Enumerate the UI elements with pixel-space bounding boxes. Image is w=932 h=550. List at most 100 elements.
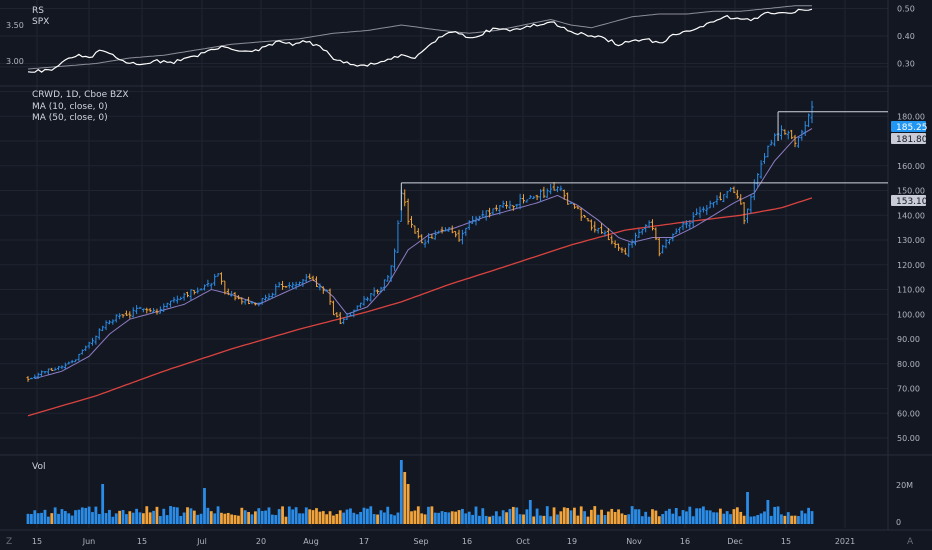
price-bar [199,288,203,291]
volume-bar [562,507,566,524]
volume-bar [576,515,580,524]
volume-bar [80,507,84,524]
timezone-icon[interactable]: Z [6,537,12,547]
ma50-legend[interactable]: MA (50, close, 0) [32,113,108,123]
price-bar [807,113,811,128]
price-bar [57,366,61,371]
price-bar [87,341,91,349]
price-bar [369,292,373,302]
rs-pane[interactable] [27,5,813,73]
price-bar [630,239,634,248]
price-bar [647,220,651,228]
price-bar [691,212,695,227]
ma10-legend[interactable]: MA (10, close, 0) [32,102,108,112]
price-bar [623,247,627,255]
volume-bar [457,510,461,524]
price-bar [467,220,471,230]
price-bar [528,194,532,199]
volume-bar [596,514,600,524]
volume-bar [661,514,665,524]
volume-bar [810,511,814,524]
price-bar [94,335,98,345]
price-bar [664,238,668,249]
price-bar [735,189,739,199]
price-bar [243,299,247,305]
ma10-line [34,128,813,380]
volume-bar [759,513,763,524]
price-bar [762,153,766,164]
volume-bar [355,514,359,524]
price-bar [250,300,254,305]
volume-bar [793,515,797,524]
price-bar [555,186,559,193]
volume-pane[interactable] [26,460,814,524]
price-bar [678,227,682,234]
volume-bar [783,515,787,524]
volume-bar [488,516,491,524]
price-bar [657,237,661,257]
price-bar [793,134,797,148]
volume-bar [776,506,780,524]
price-bar [216,273,220,277]
volume-bar [311,510,315,524]
volume-bar [182,512,186,524]
volume-bar [763,511,766,524]
price-bar [233,291,237,301]
price-bar [141,308,145,313]
volume-bar [291,509,295,524]
volume-bar [104,513,108,524]
price-bar [790,129,794,140]
volume-title[interactable]: Vol [32,462,46,472]
price-bar [406,198,410,225]
price-bar [627,242,631,258]
time-scale[interactable]: 15 Jun 15 Jul 20 Aug 17 Sep 16 Oct 19 Nov 16 Dec 15 202… [32,537,855,546]
price-bar [331,300,335,316]
volume-bar [152,510,155,524]
price-bar [501,200,505,208]
volume-bar [77,509,81,524]
volume-bar [481,508,485,524]
rs-title: RS [32,6,44,16]
volume-bar [606,511,610,524]
volume-bar [722,513,726,524]
price-scale[interactable]: 50.00 60.00 70.00 80.00 90.00 100.00 110.00 120… [897,5,925,444]
volume-bar [321,511,325,524]
price-bar [559,185,563,192]
volume-bar [308,509,312,524]
volume-bar [484,515,488,524]
price-tick-label: 110.00 [897,286,925,295]
volume-bar [169,506,172,524]
price-pane[interactable] [26,100,889,417]
price-bar [158,306,162,314]
volume-bar [644,511,648,524]
volume-bar [522,514,525,524]
price-bar [606,227,610,241]
volume-bar [729,514,732,524]
volume-bar [40,512,43,524]
volume-bar [800,510,804,524]
volume-bar [634,509,637,524]
price-bars [26,100,814,382]
price-bar [644,224,648,233]
volume-bar [315,508,318,524]
volume-bar [416,506,420,524]
price-bar [111,319,115,325]
volume-bar [718,508,722,524]
symbol-title[interactable]: CRWD, 1D, Cboe BZX [32,90,129,100]
volume-bar [165,515,169,524]
volume-bar [420,513,424,524]
volume-tick-0: 0 [896,518,901,527]
volume-bar [569,510,573,524]
price-bar [562,189,566,200]
time-tick-label: 15 [137,537,147,546]
volume-bar [545,506,549,524]
volume-bar [338,510,342,524]
volume-bar [467,511,471,524]
volume-bar [70,515,74,524]
volume-bar [101,484,105,524]
volume-bar [304,507,308,524]
volume-bar [780,514,783,524]
auto-scale-icon[interactable]: A [907,537,914,547]
price-bar [437,230,441,234]
